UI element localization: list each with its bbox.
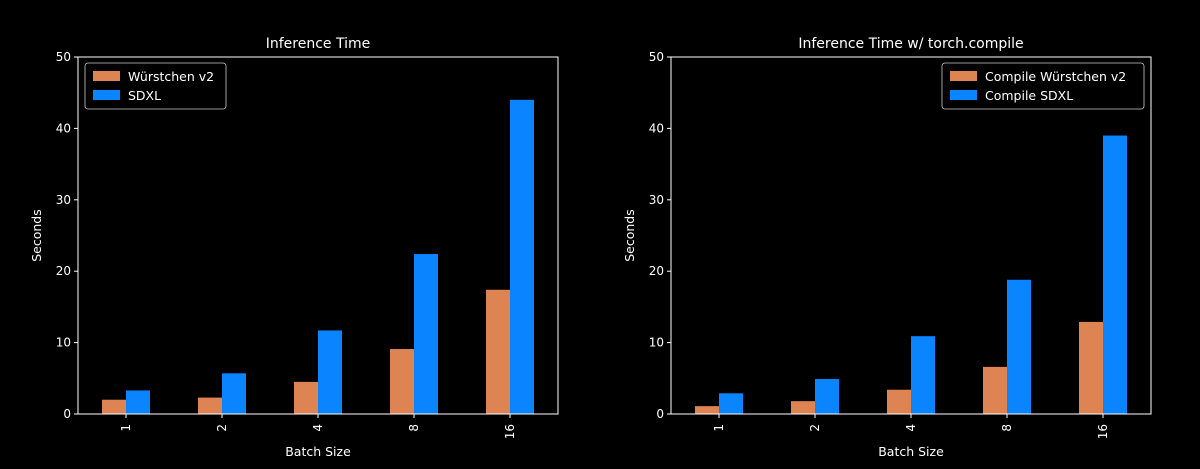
legend: Compile Würstchen v2 Compile SDXL: [941, 62, 1145, 110]
bar-wurstchen-4: [887, 389, 911, 414]
bar-sdxl-4: [911, 336, 935, 414]
legend: Würstchen v2 SDXL: [84, 62, 227, 110]
bar-sdxl-8: [1007, 279, 1031, 414]
x-axis-label: Batch Size: [285, 444, 351, 459]
legend-label: Compile Würstchen v2: [985, 69, 1126, 84]
bar-wurstchen-16: [486, 289, 510, 414]
x-tick-label: 8: [1000, 424, 1014, 432]
legend-box: [941, 62, 1145, 110]
bar-wurstchen-2: [198, 397, 222, 414]
legend-swatch: [93, 90, 120, 100]
x-tick-label: 1: [119, 424, 133, 432]
chart-title: Inference Time w/ torch.compile: [798, 36, 1023, 52]
bar-sdxl-16: [1103, 135, 1127, 415]
x-tick-label: 16: [1096, 424, 1110, 439]
legend-swatch: [950, 71, 977, 81]
chart-title: Inference Time: [266, 36, 371, 52]
bar-sdxl-16: [510, 99, 534, 414]
bar-sdxl-8: [414, 254, 438, 414]
legend-label: Würstchen v2: [128, 69, 214, 84]
y-tick-label: 50: [649, 50, 664, 64]
bar-wurstchen-1: [102, 399, 126, 414]
bar-sdxl-4: [318, 330, 342, 414]
bar-wurstchen-8: [390, 349, 414, 414]
y-axis-label: Seconds: [622, 209, 637, 262]
x-tick-label: 4: [311, 424, 325, 432]
y-tick-label: 20: [649, 264, 664, 278]
y-tick-label: 30: [649, 193, 664, 207]
legend-label: SDXL: [128, 88, 161, 103]
x-tick-label: 2: [215, 424, 229, 432]
legend-label: Compile SDXL: [985, 88, 1073, 103]
y-tick-label: 40: [56, 121, 71, 135]
y-tick-label: 50: [56, 50, 71, 64]
y-tick-label: 20: [56, 264, 71, 278]
y-tick-label: 10: [56, 336, 71, 350]
bar-sdxl-2: [815, 379, 839, 414]
bar-wurstchen-16: [1079, 321, 1103, 414]
x-tick-label: 16: [503, 424, 517, 439]
y-tick-label: 10: [649, 336, 664, 350]
bar-sdxl-1: [719, 393, 743, 414]
legend-swatch: [93, 71, 120, 81]
y-axis-label: Seconds: [29, 209, 44, 262]
y-tick-label: 40: [649, 121, 664, 135]
x-tick-label: 1: [712, 424, 726, 432]
bar-wurstchen-8: [983, 366, 1007, 414]
bar-wurstchen-2: [791, 401, 815, 414]
y-tick-label: 0: [656, 407, 664, 421]
chart-panel-1: 0 10 20 30 40 50 1 2 4 8 16 Inference Time Batch Siz…: [29, 36, 559, 459]
x-tick-label: 4: [904, 424, 918, 432]
bar-sdxl-2: [222, 373, 246, 414]
legend-swatch: [950, 90, 977, 100]
bar-wurstchen-1: [695, 406, 719, 414]
y-tick-label: 30: [56, 193, 71, 207]
bar-wurstchen-4: [294, 381, 318, 414]
y-tick-label: 0: [63, 407, 71, 421]
x-axis-label: Batch Size: [878, 444, 944, 459]
x-tick-label: 8: [407, 424, 421, 432]
legend-box: [84, 62, 227, 110]
x-tick-label: 2: [808, 424, 822, 432]
chart-panel-2: 0 10 20 30 40 50 1 2 4 8 16 Inference Time w/ torch…: [622, 36, 1152, 459]
bar-sdxl-1: [126, 390, 150, 414]
